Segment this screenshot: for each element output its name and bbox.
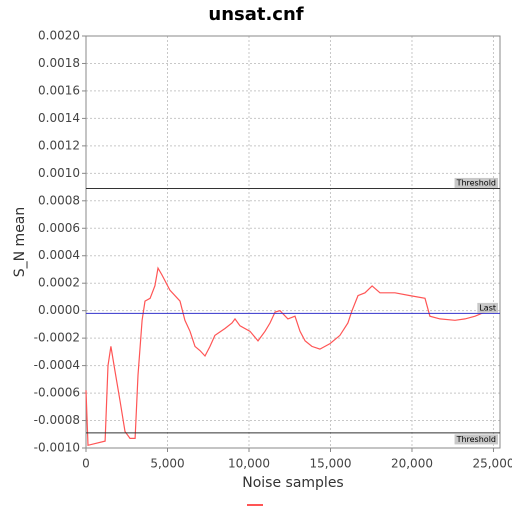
y-tick-label: 0.0006: [38, 221, 80, 235]
y-axis-label: S_N mean: [12, 207, 28, 278]
reference-label: Threshold: [456, 178, 496, 187]
y-tick-label: 0.0014: [38, 111, 80, 125]
reference-label-box: [477, 302, 498, 313]
y-tick-label: 0.0010: [38, 166, 80, 180]
data-line: [85, 266, 486, 447]
x-axis-label: Noise samples: [242, 475, 343, 491]
y-tick-label: 0.0002: [38, 276, 80, 290]
x-tick-label: 20,000: [391, 457, 433, 471]
plot-border: [85, 35, 501, 449]
reference-label: Threshold: [456, 435, 496, 444]
y-tick-label: 0.0000: [38, 303, 80, 317]
y-tick-label: 0.0016: [38, 83, 80, 97]
reference-label-box: [454, 434, 498, 445]
reference-label: Last: [479, 303, 496, 312]
y-tick-label: 0.0004: [38, 248, 80, 262]
x-tick-label: 10,000: [228, 457, 270, 471]
reference-label-box: [454, 177, 498, 188]
x-tick-label: 0: [82, 457, 90, 471]
y-tick-label: -0.0004: [34, 358, 80, 372]
y-tick-label: 0.0008: [38, 193, 80, 207]
y-tick-label: -0.0002: [34, 331, 80, 345]
x-tick-label: 15,000: [309, 457, 351, 471]
chart-title: unsat.cnf: [208, 4, 303, 25]
y-tick-label: -0.0008: [34, 413, 80, 427]
y-tick-label: 0.0018: [38, 56, 80, 70]
y-tick-label: -0.0006: [34, 386, 80, 400]
plot-area: [86, 36, 500, 448]
y-tick-label: -0.0010: [34, 441, 80, 455]
x-tick-label: 5,000: [150, 457, 184, 471]
x-tick-label: 25,000: [472, 457, 512, 471]
y-tick-label: 0.0020: [38, 29, 80, 43]
y-tick-label: 0.0012: [38, 138, 80, 152]
